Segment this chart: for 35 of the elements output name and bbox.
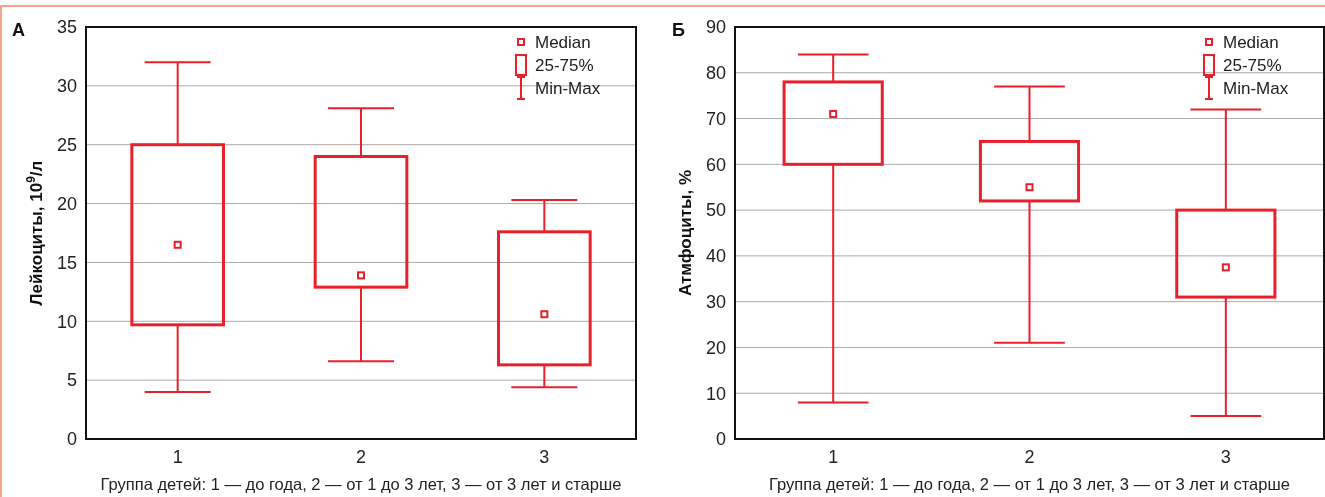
x-tick-label: 1 <box>828 447 839 467</box>
y-tick-label: 5 <box>66 370 77 391</box>
y-tick-label: 20 <box>705 337 726 358</box>
y-tick-label: 10 <box>705 383 726 404</box>
annotation: 25-75% <box>1223 55 1282 75</box>
y-tick-label: 30 <box>705 291 726 312</box>
y-tick-label: 30 <box>56 76 77 97</box>
y-tick-label: 50 <box>705 200 726 221</box>
x-tick-label: 1 <box>172 447 183 467</box>
y-tick-label: 40 <box>705 246 726 267</box>
y-axis-title: Атмфоциты, % <box>676 169 695 297</box>
annotation: Min-Max <box>535 78 601 98</box>
annotation: 25-75% <box>535 55 594 75</box>
y-tick-label: 0 <box>715 429 726 450</box>
y-tick-label: 25 <box>56 135 77 156</box>
x-tick-label: 3 <box>1220 447 1231 467</box>
y-tick-label: 20 <box>56 193 77 214</box>
y-tick-label: 80 <box>705 63 726 84</box>
chart-title: Б <box>672 20 685 40</box>
y-tick-label: 60 <box>705 154 726 175</box>
y-tick-label: 15 <box>56 252 77 273</box>
y-tick-label: 10 <box>56 311 77 332</box>
x-tick-label: 3 <box>539 447 550 467</box>
x-axis-title: Группа детей: 1 — до года, 2 — от 1 до 3 лет, 3 — от 3 лет и старше <box>769 475 1290 493</box>
annotation: Median <box>535 32 591 52</box>
y-tick-label: 0 <box>66 429 77 450</box>
y-tick-label: 35 <box>56 17 77 38</box>
x-tick-label: 2 <box>355 447 367 467</box>
annotation: Median <box>1223 32 1279 52</box>
y-tick-label: 90 <box>705 17 726 38</box>
x-tick-label: 2 <box>1024 447 1035 467</box>
x-axis-title: Группа детей: 1 — до года, 2 — от 1 до 3 лет, 3 — от 3 лет и старше <box>100 475 622 493</box>
chart-title: А <box>12 20 25 40</box>
y-tick-label: 70 <box>705 108 726 129</box>
annotation: Min-Max <box>1223 78 1289 98</box>
